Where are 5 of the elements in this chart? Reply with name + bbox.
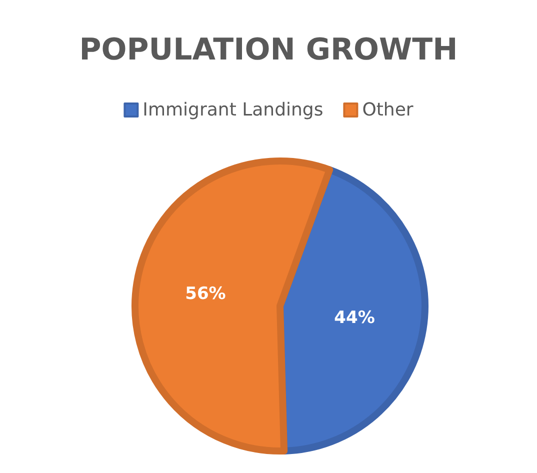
legend-label: Other xyxy=(362,100,414,120)
data-label: 44% xyxy=(334,308,375,328)
chart-title: POPULATION GROWTH xyxy=(79,32,458,68)
data-label: 56% xyxy=(185,284,226,304)
legend-label: Immigrant Landings xyxy=(142,100,324,120)
